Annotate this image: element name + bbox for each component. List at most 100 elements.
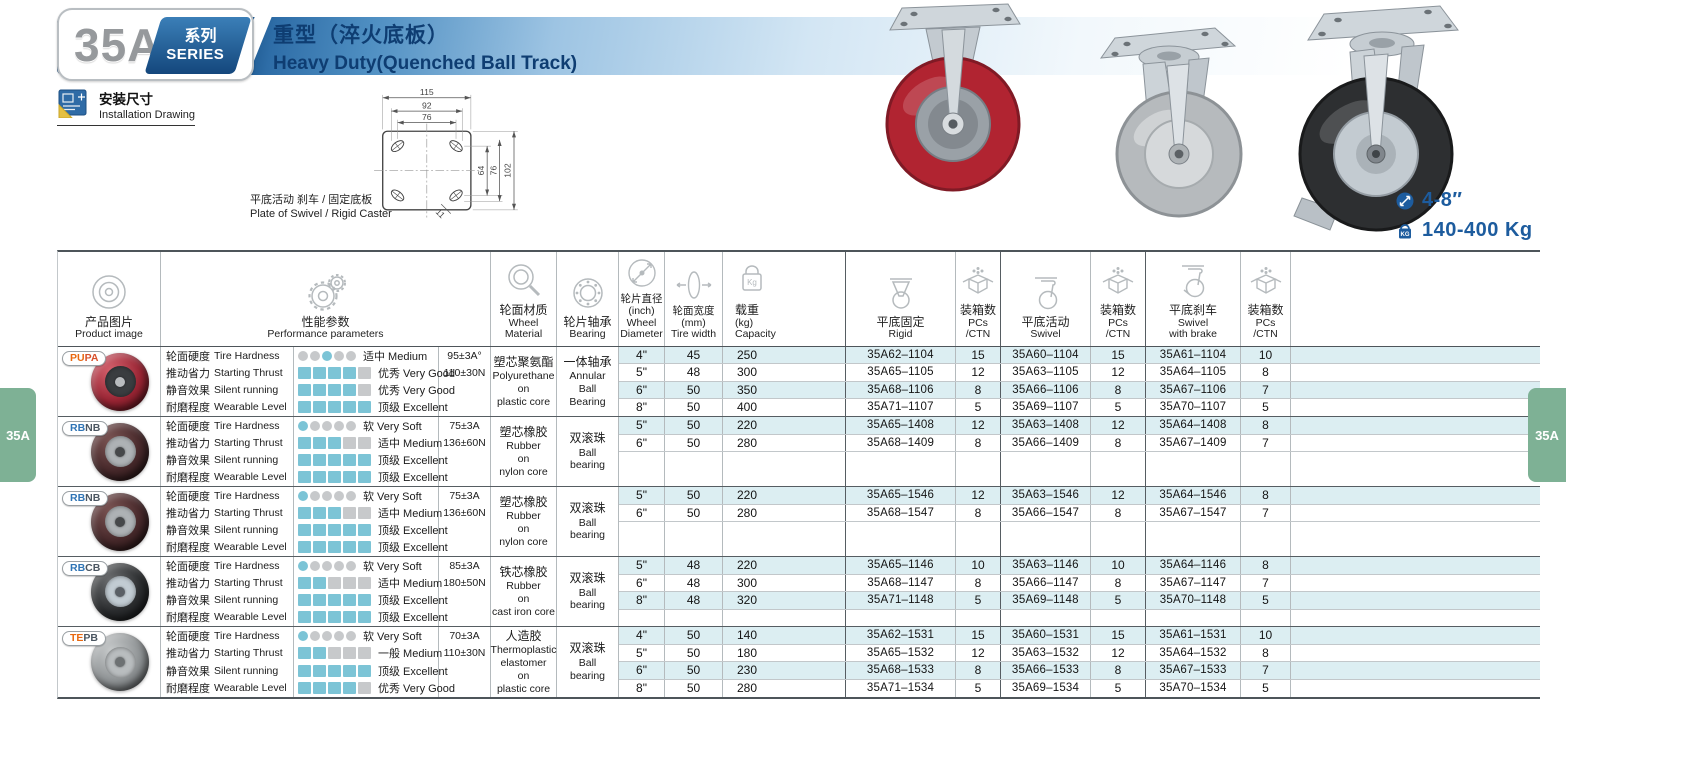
rating-square bbox=[313, 611, 326, 624]
spec-cell: 12 bbox=[1091, 364, 1146, 381]
spec-cell: 35A68–1547 bbox=[846, 504, 956, 521]
spec-cell: 15 bbox=[1091, 627, 1146, 644]
param-label-en: Silent running bbox=[214, 454, 279, 467]
spec-cell: 12 bbox=[1091, 417, 1146, 434]
spec-cell-filler bbox=[1291, 364, 1540, 380]
rating-square bbox=[343, 664, 356, 677]
spec-cell: 35A66–1147 bbox=[1001, 574, 1091, 591]
param-label: 静音效果 Silent running bbox=[161, 592, 293, 609]
spec-row: 5" 50 180 35A65–1532 12 35A63–1532 12 35A64–153… bbox=[619, 644, 1540, 662]
empty-rows bbox=[619, 452, 1540, 486]
empty-cell bbox=[665, 452, 723, 486]
param-label-en: Tire Hardness bbox=[214, 419, 280, 432]
param-label: 推动省力 Starting Thrust bbox=[161, 364, 293, 381]
wheel-axle bbox=[115, 657, 125, 667]
spec-cell-filler bbox=[1291, 680, 1540, 698]
header-cn: 载重 bbox=[735, 303, 760, 318]
bearing-en: Bearing bbox=[569, 395, 606, 408]
spec-cell: 230 bbox=[723, 662, 846, 679]
product-group-rbnb: RB NB 轮面硬度 Tire Hardness 推动省力 Starting Thrust… bbox=[58, 417, 1540, 487]
spec-cell: 15 bbox=[1091, 347, 1146, 364]
spec-cell: 35A67–1147 bbox=[1146, 574, 1241, 591]
rating-shapes bbox=[298, 350, 356, 361]
code-part: PA bbox=[84, 352, 99, 364]
spec-cell: 5 bbox=[956, 679, 1001, 697]
rating-shapes bbox=[298, 454, 371, 467]
rating-grade: 一般 Medium bbox=[378, 648, 443, 661]
rating-grade: 适中 Medium bbox=[378, 437, 443, 450]
rating-grade: 适中 Medium bbox=[378, 507, 443, 520]
spec-cell: 8" bbox=[619, 398, 665, 416]
code-part: NB bbox=[85, 422, 101, 434]
spec-cell: 35A64–1146 bbox=[1146, 557, 1241, 574]
spec-cell: 280 bbox=[723, 679, 846, 697]
spec-cell: 12 bbox=[956, 644, 1001, 661]
spec-row: 6" 50 350 35A68–1106 8 35A66–1106 8 35A67–1106 7 bbox=[619, 381, 1540, 399]
spec-cell: 12 bbox=[956, 417, 1001, 434]
spec-cell: 180 bbox=[723, 644, 846, 661]
spec-rows: 5" 50 220 35A65–1546 12 35A63–1546 12 35A64–154… bbox=[619, 487, 1540, 556]
param-rating: 适中 Medium bbox=[294, 434, 442, 451]
material-en: Rubber bbox=[506, 440, 541, 453]
material-en: Thermoplastic bbox=[490, 644, 557, 657]
header-en2: Capacity bbox=[735, 328, 776, 341]
rigid-caster-icon bbox=[889, 278, 912, 309]
param-label-en: Wearable Level bbox=[214, 541, 287, 554]
param-label-cn: 静音效果 bbox=[166, 665, 210, 678]
rating-square bbox=[358, 524, 371, 537]
spec-cell: 35A62–1104 bbox=[846, 347, 956, 364]
empty-cell bbox=[1001, 609, 1091, 626]
param-value bbox=[439, 452, 490, 469]
dim-plate-width: 115 bbox=[420, 87, 434, 97]
rating-square bbox=[358, 384, 371, 397]
param-label: 静音效果 Silent running bbox=[161, 522, 293, 539]
param-label-en: Tire Hardness bbox=[214, 629, 280, 642]
spec-cell: 35A61–1104 bbox=[1146, 347, 1241, 364]
header-cn: 轮片直径 bbox=[620, 293, 663, 305]
rating-grade: 顶级 Excellent bbox=[378, 472, 448, 485]
rating-dot bbox=[310, 630, 320, 641]
rating-dot bbox=[322, 420, 332, 431]
spec-cell: 35A63–1532 bbox=[1001, 644, 1091, 661]
material-en: plastic core bbox=[496, 395, 551, 408]
spec-cell: 8 bbox=[956, 574, 1001, 591]
param-label-cn: 耐磨程度 bbox=[166, 612, 210, 625]
product-group-rbnb: RB NB 轮面硬度 Tire Hardness 推动省力 Starting Thrust… bbox=[58, 487, 1540, 557]
rating-grade: 优秀 Very Good bbox=[378, 367, 456, 380]
empty-cell bbox=[723, 609, 846, 626]
material-en: on bbox=[517, 382, 530, 395]
spec-row: 6" 50 230 35A68–1533 8 35A66–1533 8 35A67–1533 7 bbox=[619, 662, 1540, 680]
drawing-caption-cn: 平底活动 刹车 / 固定底板 bbox=[250, 194, 373, 206]
spec-cell: 35A66–1106 bbox=[1001, 381, 1091, 398]
spec-cell: 50 bbox=[665, 504, 723, 521]
rating-square bbox=[343, 541, 356, 554]
banner-band bbox=[57, 17, 1560, 75]
param-label-cn: 静音效果 bbox=[166, 385, 210, 398]
spec-cell: 8 bbox=[956, 381, 1001, 398]
spec-cell: 4" bbox=[619, 627, 665, 644]
spec-cell: 50 bbox=[665, 434, 723, 451]
material-en: nylon core bbox=[499, 535, 548, 548]
empty-cell bbox=[723, 452, 846, 486]
svg-text:Kg: Kg bbox=[747, 278, 757, 287]
rating-square bbox=[328, 506, 341, 519]
size-range-text: 4-8″ bbox=[1422, 189, 1463, 211]
rating-square bbox=[343, 366, 356, 379]
header-en2: Wheel bbox=[626, 316, 657, 329]
empty-cell bbox=[1146, 522, 1241, 556]
material-en: Rubber bbox=[506, 510, 541, 523]
spec-cell: 35A65–1532 bbox=[846, 644, 956, 661]
size-range-row: 4-8″ bbox=[1396, 189, 1533, 212]
performance-cell: 轮面硬度 Tire Hardness 推动省力 Starting Thrust 静音效果… bbox=[161, 487, 491, 556]
header-cn: 装箱数 bbox=[1247, 303, 1284, 318]
rating-dot bbox=[334, 560, 344, 571]
spec-cell: 5 bbox=[1091, 398, 1146, 416]
param-value: 75±3A bbox=[449, 419, 480, 432]
swivel-caster-icon bbox=[1034, 277, 1057, 310]
header-en: (inch) bbox=[628, 304, 655, 317]
svg-text:KG: KG bbox=[1401, 232, 1410, 238]
bearing-en: bearing bbox=[569, 459, 606, 472]
dim-slot-center-height: 64 bbox=[476, 166, 486, 176]
rating-square bbox=[358, 366, 371, 379]
header-en: Product image bbox=[75, 328, 143, 341]
